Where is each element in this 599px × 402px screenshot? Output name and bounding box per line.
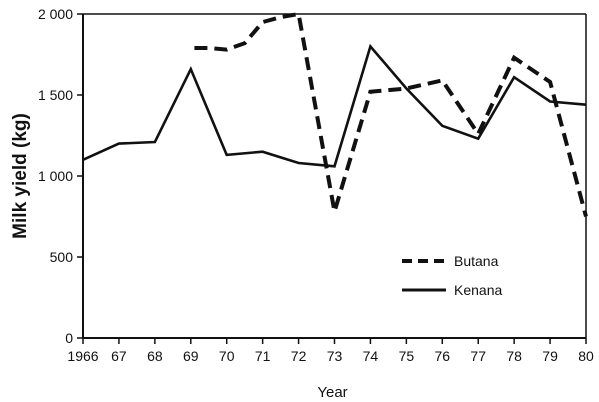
- series-line-kenana: [82, 43, 587, 168]
- y-tick-label: 0: [65, 330, 73, 346]
- x-tick-label: 1966: [67, 348, 98, 364]
- x-axis-label: Year: [317, 384, 347, 401]
- legend: Butana Kenana: [402, 253, 502, 298]
- y-tick-label: 1 500: [38, 87, 73, 103]
- x-tick-label: 77: [470, 348, 486, 364]
- x-tick-label: 76: [434, 348, 450, 364]
- y-tick-label: 500: [50, 249, 74, 265]
- x-tick-label: 73: [327, 348, 343, 364]
- series-line-butana: [194, 11, 588, 218]
- plot-lines: [82, 11, 588, 218]
- x-tick-label: 75: [399, 348, 415, 364]
- legend-label-butana: Butana: [454, 253, 499, 269]
- x-tick-label: 74: [363, 348, 379, 364]
- y-tick-label: 2 000: [38, 6, 73, 22]
- x-ticks: 1966 67 68 69 70 71 72 73 74 75 76 77 78 79 80: [67, 338, 594, 364]
- x-tick-label: 79: [542, 348, 558, 364]
- x-tick-label: 68: [147, 348, 163, 364]
- x-tick-label: 69: [183, 348, 199, 364]
- y-tick-label: 1 000: [38, 168, 73, 184]
- x-tick-label: 78: [506, 348, 522, 364]
- y-axis-label: Milk yield (kg): [10, 113, 31, 239]
- x-tick-label: 70: [219, 348, 235, 364]
- y-ticks: 0 500 1 000 1 500 2 000: [38, 6, 83, 346]
- axes: [82, 13, 587, 339]
- x-tick-label: 72: [291, 348, 307, 364]
- x-tick-label: 67: [111, 348, 127, 364]
- legend-label-kenana: Kenana: [454, 282, 502, 298]
- x-tick-label: 71: [255, 348, 271, 364]
- x-tick-label: 80: [578, 348, 594, 364]
